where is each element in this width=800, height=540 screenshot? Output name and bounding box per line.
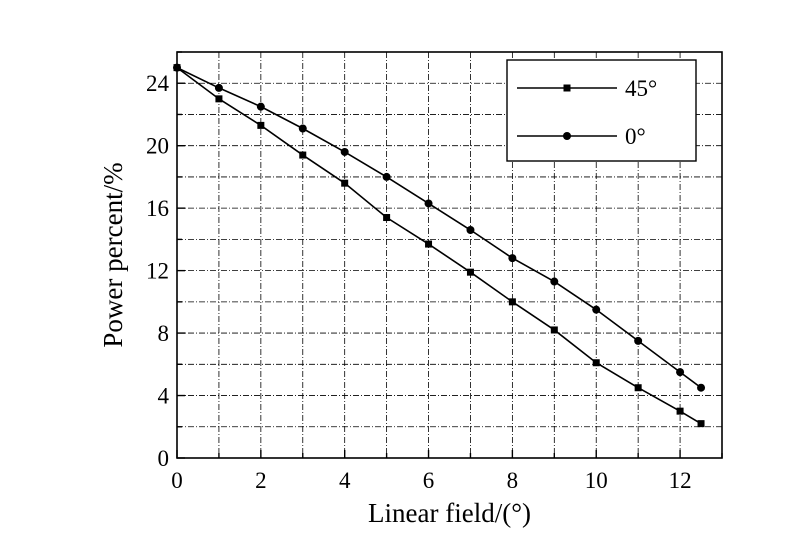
x-tick-label: 8 — [507, 468, 519, 493]
data-point-circle — [592, 305, 601, 314]
axis-ticks — [176, 51, 723, 459]
data-point-circle — [550, 277, 559, 286]
data-point-circle — [256, 102, 265, 111]
data-point-circle — [676, 368, 685, 377]
data-point-circle — [340, 147, 349, 156]
data-point-square — [592, 359, 600, 367]
legend: 45° 0° — [506, 59, 697, 162]
plot-frame — [176, 51, 723, 459]
data-point-square — [634, 384, 642, 392]
y-tick-label: 0 — [158, 446, 170, 471]
data-point-circle — [214, 83, 223, 92]
y-tick-label: 8 — [158, 321, 170, 346]
x-tick-label: 4 — [339, 468, 351, 493]
data-point-square — [550, 326, 558, 334]
data-point-circle — [634, 336, 643, 345]
y-tick-label: 4 — [158, 384, 170, 409]
y-axis-title: Power percent/% — [98, 162, 128, 347]
series-layer — [173, 63, 706, 428]
x-axis-title: Linear field/(°) — [368, 498, 531, 528]
data-point-circle — [382, 172, 391, 181]
data-point-square — [341, 179, 349, 187]
data-point-square — [676, 407, 684, 415]
x-tick-label: 2 — [255, 468, 267, 493]
data-point-square — [215, 95, 223, 103]
x-tick-label: 12 — [669, 468, 692, 493]
legend-square-marker — [563, 84, 571, 92]
data-point-square — [383, 214, 391, 222]
legend-label-45: 45° — [625, 76, 657, 101]
series-line-45 — [176, 66, 702, 425]
x-tick-label: 0 — [171, 468, 183, 493]
y-tick-label: 12 — [146, 259, 169, 284]
x-tick-label: 6 — [423, 468, 435, 493]
legend-circle-marker — [563, 132, 571, 140]
data-point-square — [466, 268, 474, 276]
data-point-circle — [424, 199, 433, 208]
data-point-circle — [508, 254, 517, 263]
data-point-square — [299, 151, 307, 159]
series-line-0 — [176, 66, 702, 389]
data-point-circle — [298, 124, 307, 133]
data-point-square — [425, 240, 433, 248]
x-tick-label: 10 — [585, 468, 608, 493]
y-tick-label: 16 — [146, 196, 169, 221]
data-point-square — [257, 121, 265, 129]
y-tick-label: 20 — [146, 134, 169, 159]
data-point-square — [508, 298, 516, 306]
data-point-circle — [697, 383, 706, 392]
data-point-circle — [466, 226, 475, 235]
legend-box — [506, 59, 697, 162]
y-tick-label: 24 — [146, 71, 170, 96]
data-point-square — [697, 420, 705, 428]
legend-label-0: 0° — [625, 124, 646, 149]
